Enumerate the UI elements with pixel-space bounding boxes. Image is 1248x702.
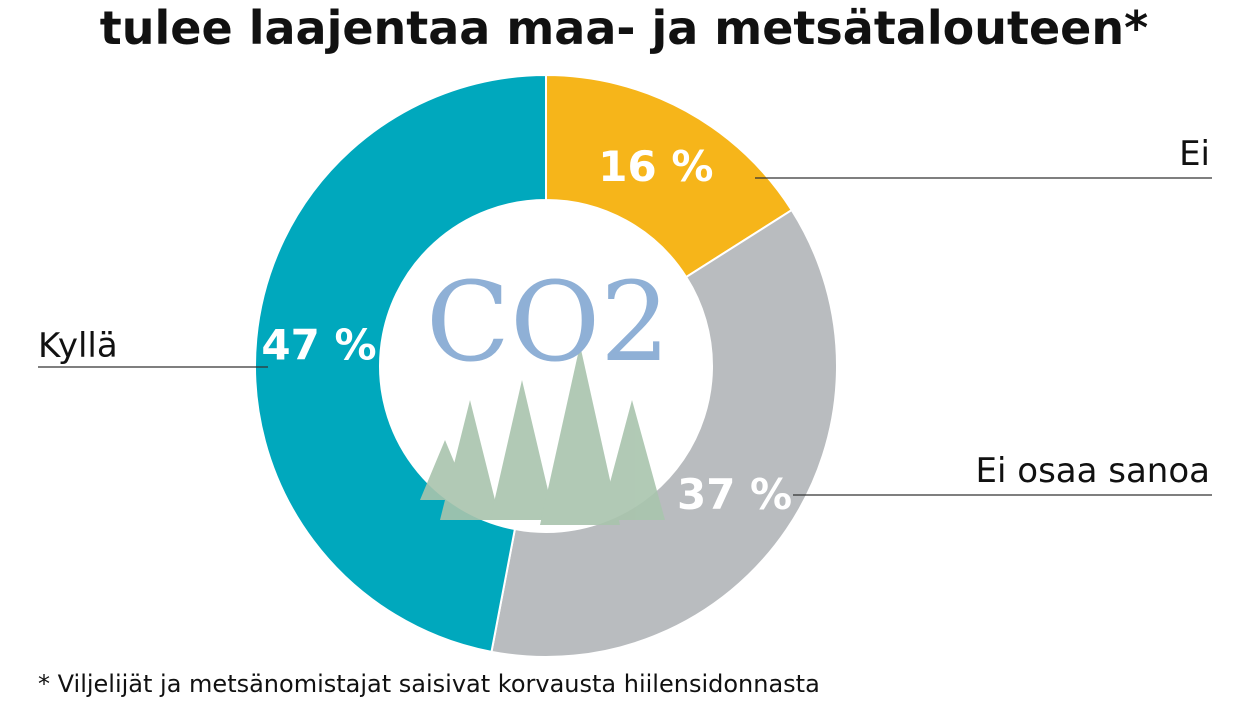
donut-segment [254, 73, 547, 654]
footnote: * Viljelijät ja metsänomistajat saisivat… [38, 670, 820, 698]
category-label: Kyllä [38, 326, 118, 366]
center-illustration-text: CO2 [426, 258, 670, 386]
chart-title: tulee laajentaa maa- ja metsätalouteen* [100, 1, 1148, 55]
value-label: 37 % [677, 470, 792, 519]
value-label: 16 % [598, 142, 713, 191]
tree-illustration [420, 345, 665, 525]
category-label: Ei osaa sanoa [976, 451, 1210, 491]
donut-segment [490, 208, 838, 658]
category-label: Ei [1179, 134, 1210, 174]
value-label: 47 % [261, 321, 376, 370]
donut-segment [545, 73, 794, 279]
